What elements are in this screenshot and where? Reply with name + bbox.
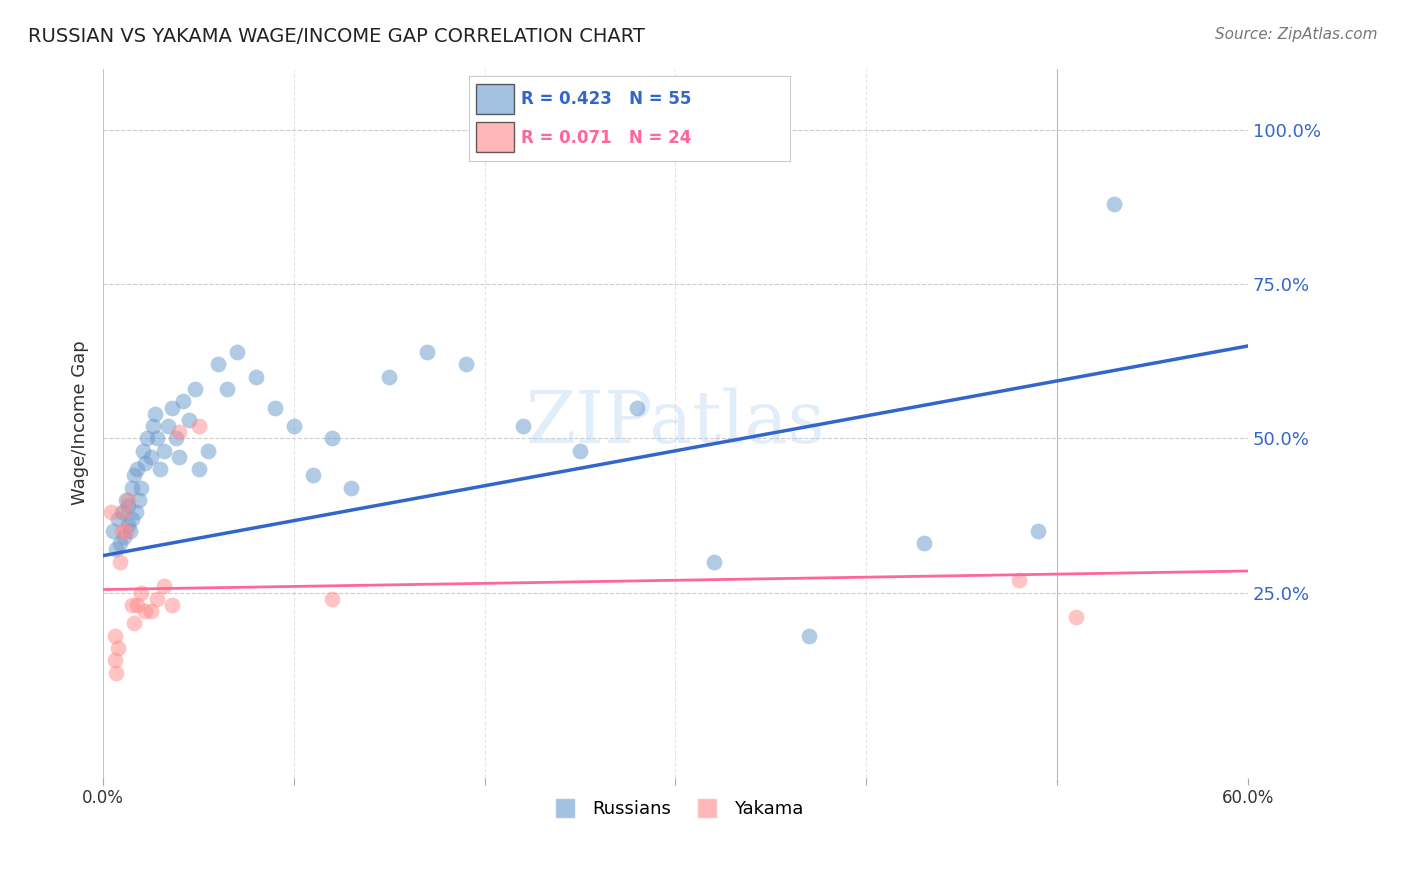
Point <box>1064 610 1087 624</box>
Point <box>187 462 209 476</box>
Point <box>169 450 191 464</box>
Point <box>142 419 165 434</box>
Y-axis label: Wage/Income Gap: Wage/Income Gap <box>72 341 89 506</box>
Point <box>117 517 139 532</box>
Point <box>340 481 363 495</box>
Point <box>110 555 132 569</box>
Point <box>121 511 143 525</box>
Point <box>122 468 145 483</box>
Point <box>321 591 343 606</box>
Point <box>149 462 172 476</box>
Point <box>153 579 176 593</box>
Point <box>121 598 143 612</box>
Point <box>122 616 145 631</box>
Point <box>378 369 401 384</box>
Text: Source: ZipAtlas.com: Source: ZipAtlas.com <box>1215 27 1378 42</box>
Point <box>1026 524 1049 538</box>
Point <box>110 536 132 550</box>
Point <box>136 432 159 446</box>
Point <box>225 345 247 359</box>
Point <box>153 443 176 458</box>
Point <box>626 401 648 415</box>
Point <box>112 530 135 544</box>
Point <box>169 425 191 440</box>
Point <box>187 419 209 434</box>
Point <box>112 505 135 519</box>
Point <box>129 585 152 599</box>
Point <box>132 443 155 458</box>
Point <box>115 524 138 538</box>
Point <box>105 665 128 680</box>
Point <box>454 358 477 372</box>
Point <box>217 382 239 396</box>
Point <box>107 511 129 525</box>
Point <box>302 468 325 483</box>
Point <box>124 505 146 519</box>
Point <box>105 542 128 557</box>
Point <box>165 432 187 446</box>
Point <box>160 401 183 415</box>
Text: ZIPatlas: ZIPatlas <box>526 388 825 458</box>
Point <box>139 604 162 618</box>
Point <box>145 591 167 606</box>
Point <box>569 443 592 458</box>
Point <box>118 524 141 538</box>
Point <box>134 604 156 618</box>
Point <box>703 555 725 569</box>
Point <box>111 524 134 538</box>
Point <box>207 358 229 372</box>
Point <box>127 598 149 612</box>
Point <box>115 493 138 508</box>
Point <box>103 653 125 667</box>
Point <box>1008 574 1031 588</box>
Point <box>117 500 139 514</box>
Point <box>100 505 122 519</box>
Point <box>134 456 156 470</box>
Point <box>283 419 305 434</box>
Point <box>263 401 285 415</box>
Point <box>156 419 179 434</box>
Point <box>512 419 534 434</box>
Point <box>183 382 205 396</box>
Point <box>117 493 139 508</box>
Point <box>101 524 124 538</box>
Point <box>145 432 167 446</box>
Point <box>1104 197 1126 211</box>
Point <box>197 443 219 458</box>
Point <box>129 481 152 495</box>
Point <box>103 629 125 643</box>
Point <box>160 598 183 612</box>
Point <box>172 394 194 409</box>
Text: RUSSIAN VS YAKAMA WAGE/INCOME GAP CORRELATION CHART: RUSSIAN VS YAKAMA WAGE/INCOME GAP CORREL… <box>28 27 645 45</box>
Point <box>143 407 166 421</box>
Legend: Russians, Yakama: Russians, Yakama <box>540 793 811 825</box>
Point <box>416 345 439 359</box>
Point <box>107 641 129 656</box>
Point <box>121 481 143 495</box>
Point <box>111 505 134 519</box>
Point <box>127 462 149 476</box>
Point <box>245 369 267 384</box>
Point <box>177 413 200 427</box>
Point <box>912 536 935 550</box>
Point <box>797 629 820 643</box>
Point <box>139 450 162 464</box>
Point <box>128 493 150 508</box>
Point <box>321 432 343 446</box>
